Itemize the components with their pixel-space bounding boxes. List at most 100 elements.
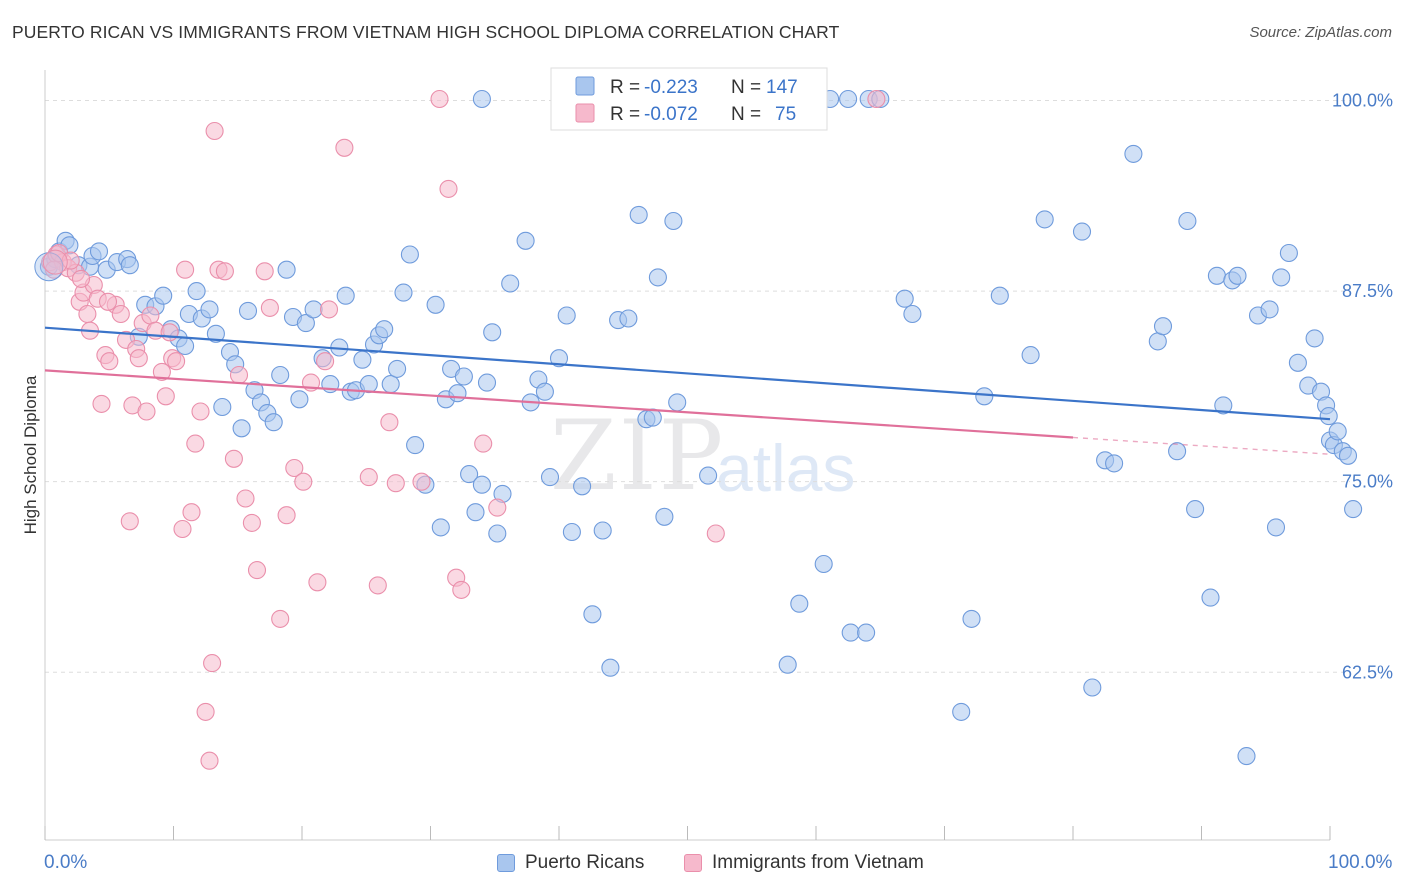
- vietnam-point: [92, 394, 111, 413]
- vietnam-point: [236, 489, 255, 508]
- puerto-rican-point: [1338, 446, 1358, 465]
- puerto-rican-point: [1021, 346, 1040, 365]
- vietnam-point: [308, 573, 327, 592]
- puerto-rican-point: [271, 365, 290, 385]
- vietnam-point: [167, 352, 186, 371]
- vietnam-trend-extension: [1072, 436, 1331, 455]
- puerto-rican-point: [460, 465, 479, 484]
- puerto-rican-point: [1072, 222, 1092, 241]
- puerto-rican-point: [1319, 407, 1338, 426]
- vietnam-point: [173, 519, 192, 539]
- vietnam-point: [61, 251, 80, 270]
- vietnam-point: [196, 702, 215, 721]
- stats-legend-swatch-blue: [575, 76, 595, 96]
- puerto-rican-point: [304, 300, 323, 319]
- puerto-rican-point: [400, 245, 419, 264]
- puerto-rican-point: [200, 300, 219, 319]
- puerto-rican-point: [1168, 442, 1187, 461]
- puerto-rican-point: [213, 397, 232, 417]
- puerto-rican-point: [1272, 268, 1291, 287]
- vietnam-point: [141, 306, 160, 325]
- vietnam-point: [359, 468, 378, 487]
- puerto-rican-point: [336, 286, 355, 305]
- puerto-rican-point: [120, 256, 139, 275]
- puerto-rican-point: [296, 314, 315, 333]
- vietnam-trend-line: [44, 369, 1074, 439]
- vietnam-point: [316, 352, 335, 371]
- vietnam-point: [120, 512, 139, 531]
- puerto-rican-point: [187, 282, 206, 301]
- puerto-rican-point: [1260, 300, 1279, 319]
- puerto-rican-point: [466, 503, 485, 522]
- vietnam-point: [176, 260, 195, 279]
- legend-item-puerto-ricans[interactable]: Puerto Ricans: [497, 852, 644, 874]
- puerto-rican-point: [549, 349, 569, 368]
- puerto-rican-point: [472, 475, 491, 494]
- puerto-rican-point: [238, 301, 258, 320]
- puerto-rican-point: [406, 436, 425, 455]
- puerto-rican-point: [535, 382, 554, 401]
- puerto-rican-point: [176, 336, 195, 356]
- puerto-rican-point: [1207, 266, 1226, 285]
- points-layer: [34, 89, 1363, 770]
- y-axis-label: High School Diploma: [21, 375, 40, 534]
- vietnam-point: [294, 472, 313, 491]
- axis-layer: 100.0% 87.5% 75.0% 62.5%: [44, 70, 1393, 841]
- puerto-rican-point: [895, 289, 914, 308]
- puerto-rican-point: [501, 274, 520, 293]
- puerto-rican-point: [1344, 500, 1363, 519]
- puerto-rican-point: [232, 419, 251, 438]
- puerto-rican-point: [593, 521, 612, 540]
- puerto-rican-point: [1266, 518, 1286, 537]
- puerto-rican-point: [264, 413, 283, 432]
- puerto-rican-point: [1148, 332, 1167, 351]
- watermark-atlas: atlas: [716, 431, 856, 505]
- stats-n-label-blue: N =: [731, 77, 761, 98]
- vietnam-point: [285, 458, 304, 478]
- puerto-rican-point: [857, 623, 876, 642]
- puerto-rican-point: [488, 524, 507, 543]
- vietnam-point: [430, 89, 449, 109]
- puerto-rican-point: [841, 623, 860, 642]
- source-label: Source: ZipAtlas.com: [1249, 24, 1392, 41]
- puerto-rican-point: [381, 375, 400, 394]
- series-legend: Puerto Ricans Immigrants from Vietnam: [0, 850, 1406, 880]
- puerto-rican-point: [477, 373, 497, 392]
- puerto-rican-point: [619, 309, 638, 328]
- stats-legend: R = -0.223 N = 147 R = -0.072 N = 75: [550, 67, 828, 131]
- chart-title: PUERTO RICAN VS IMMIGRANTS FROM VIETNAM …: [12, 22, 840, 42]
- puerto-rican-point: [540, 468, 560, 487]
- vietnam-point: [111, 304, 130, 324]
- puerto-rican-point: [790, 594, 809, 613]
- vietnam-point: [380, 413, 399, 432]
- vietnam-point: [277, 506, 296, 525]
- vietnam-point: [255, 262, 274, 281]
- puerto-rican-point: [629, 205, 648, 224]
- legend-item-vietnam[interactable]: Immigrants from Vietnam: [684, 852, 924, 874]
- puerto-rican-point: [1124, 144, 1143, 163]
- y-tick-label: 62.5%: [1342, 662, 1393, 682]
- stats-n-label-pink: N =: [731, 104, 761, 125]
- vietnam-point: [271, 609, 290, 628]
- puerto-rican-point: [277, 260, 296, 279]
- vietnam-point: [439, 179, 458, 198]
- puerto-rican-point: [975, 387, 994, 406]
- vietnam-point: [156, 387, 175, 406]
- puerto-rican-point: [952, 702, 971, 721]
- puerto-rican-point: [516, 231, 535, 250]
- puerto-rican-point: [903, 304, 922, 324]
- y-tick-label: 87.5%: [1342, 281, 1393, 301]
- puerto-rican-point: [1305, 329, 1324, 348]
- x-tick-label-start: 0.0%: [44, 852, 88, 873]
- vietnam-point: [488, 498, 507, 517]
- puerto-rican-point: [1237, 747, 1256, 766]
- stats-r-label-pink: R =: [610, 104, 640, 125]
- puerto-rican-point: [431, 518, 450, 537]
- vietnam-point: [335, 138, 354, 157]
- puerto-rican-point: [583, 605, 602, 624]
- stats-n-value-blue: 147: [766, 77, 798, 98]
- puerto-rican-point: [290, 390, 309, 409]
- vietnam-point: [247, 561, 267, 580]
- legend-label-vietnam: Immigrants from Vietnam: [712, 852, 924, 873]
- vietnam-cluster-point: [42, 249, 68, 275]
